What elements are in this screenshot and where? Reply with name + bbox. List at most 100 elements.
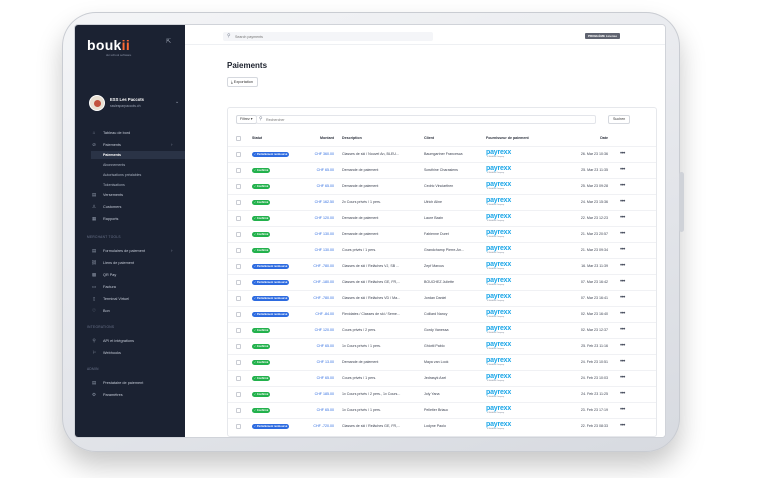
more-actions-icon[interactable]: ••• <box>620 407 625 413</box>
table-row[interactable]: ✓ Confirmé CHF 65.00 Demande de paiement Ce… <box>228 178 656 194</box>
external-link-icon[interactable]: ⇱ <box>166 39 172 45</box>
table-search-input[interactable] <box>266 116 586 123</box>
payment-amount[interactable]: CHF -84.00 <box>315 312 334 316</box>
export-button[interactable]: ⤓Exportation <box>227 77 258 87</box>
table-row[interactable]: ✓ Partiellement remboursé CHF -180.00 Clas… <box>228 274 656 290</box>
row-checkbox[interactable] <box>236 344 241 349</box>
more-actions-icon[interactable]: ••• <box>620 263 625 269</box>
sidebar-item-versements[interactable]: ▤ Versements <box>75 191 185 200</box>
more-actions-icon[interactable]: ••• <box>620 183 625 189</box>
table-row[interactable]: ✓ Confirmé CHF 185.00 1x Cours privés / 2 … <box>228 386 656 402</box>
table-row[interactable]: ✓ Partiellement remboursé CHF 360.00 Class… <box>228 146 656 162</box>
payment-amount[interactable]: CHF 130.00 <box>314 232 334 236</box>
header-amount[interactable]: Montant <box>320 136 334 140</box>
school-switcher[interactable]: ESS Les Paccots ssslesparpaccots.ch ⌄ <box>89 93 179 115</box>
header-date[interactable]: Date <box>600 136 608 140</box>
more-actions-icon[interactable]: ••• <box>620 343 625 349</box>
row-checkbox[interactable] <box>236 424 241 429</box>
payment-amount[interactable]: CHF 120.00 <box>314 216 334 220</box>
row-checkbox[interactable] <box>236 232 241 237</box>
sidebar-item-paiements[interactable]: ⊘ Paiements › <box>75 141 185 150</box>
row-checkbox[interactable] <box>236 200 241 205</box>
more-actions-icon[interactable]: ••• <box>620 167 625 173</box>
sidebar-item-param-tres[interactable]: ⚙ Paramètres <box>75 391 185 400</box>
sidebar-item-bon[interactable]: ♡ Bon <box>75 307 185 316</box>
row-checkbox[interactable] <box>236 376 241 381</box>
sidebar-item-rapports[interactable]: ▦ Rapports <box>75 215 185 224</box>
sidebar-item-terminal-virtuel[interactable]: ▯ Terminal Virtuel <box>75 295 185 304</box>
sidebar-item-prestataire-de-paiement[interactable]: ▤ Prestataire de paiement <box>75 379 185 388</box>
sidebar-item-formulaires-de-paiement[interactable]: ▤ Formulaires de paiement › <box>75 247 185 256</box>
payment-amount[interactable]: CHF -180.00 <box>313 280 334 284</box>
payment-amount[interactable]: CHF 65.00 <box>316 168 334 172</box>
sidebar-item-customers[interactable]: ♙ Customers <box>75 203 185 212</box>
table-row[interactable]: ✓ Partiellement remboursé CHF -84.00 Flexi… <box>228 306 656 322</box>
table-row[interactable]: ✓ Confirmé CHF 13.00 Demande de paiement Ma… <box>228 354 656 370</box>
table-row[interactable]: ✓ Confirmé CHF 65.00 1x Cours privés / 1 p… <box>228 338 656 354</box>
more-actions-icon[interactable]: ••• <box>620 359 625 365</box>
table-row[interactable]: ✓ Partiellement remboursé CHF -780.00 Clas… <box>228 258 656 274</box>
table-row[interactable]: ✓ Confirmé CHF 130.00 Cours privés / 1 per… <box>228 242 656 258</box>
row-checkbox[interactable] <box>236 280 241 285</box>
app-logo[interactable]: boukii <box>87 37 131 53</box>
sidebar-subitem-abonnements[interactable]: Abonnements <box>91 161 185 169</box>
find-button[interactable]: Suchen <box>608 115 631 124</box>
payment-amount[interactable]: CHF -780.00 <box>313 264 334 268</box>
payment-amount[interactable]: CHF 13.00 <box>316 360 334 364</box>
header-description[interactable]: Description <box>342 136 362 140</box>
payment-amount[interactable]: CHF -780.00 <box>313 296 334 300</box>
row-checkbox[interactable] <box>236 248 241 253</box>
table-row[interactable]: ✓ Confirmé CHF 65.00 Cours privés / 1 pers… <box>228 370 656 386</box>
sidebar-item-liens-de-paiement[interactable]: ⛓ Liens de paiement <box>75 259 185 268</box>
sidebar-subitem-tokenisations[interactable]: Tokenisations <box>91 181 185 189</box>
header-provider[interactable]: Fournisseur de paiement <box>486 136 529 140</box>
row-checkbox[interactable] <box>236 184 241 189</box>
payment-amount[interactable]: CHF 65.00 <box>316 344 334 348</box>
sidebar-item-factura[interactable]: ▭ Factura <box>75 283 185 292</box>
global-search[interactable]: ⚲ <box>223 32 433 41</box>
more-actions-icon[interactable]: ••• <box>620 247 625 253</box>
row-checkbox[interactable] <box>236 392 241 397</box>
header-client[interactable]: Client <box>424 136 434 140</box>
more-actions-icon[interactable]: ••• <box>620 311 625 317</box>
row-checkbox[interactable] <box>236 168 241 173</box>
payment-amount[interactable]: CHF 65.00 <box>316 184 334 188</box>
header-status[interactable]: Statut <box>252 136 263 140</box>
payment-amount[interactable]: CHF -720.00 <box>313 424 334 428</box>
row-checkbox[interactable] <box>236 152 241 157</box>
payment-amount[interactable]: CHF 162.50 <box>314 200 334 204</box>
payment-amount[interactable]: CHF 65.00 <box>316 376 334 380</box>
payment-amount[interactable]: CHF 130.00 <box>314 248 334 252</box>
sidebar-item-qr-pay[interactable]: ▩ QR Pay <box>75 271 185 280</box>
row-checkbox[interactable] <box>236 328 241 333</box>
row-checkbox[interactable] <box>236 408 241 413</box>
row-checkbox[interactable] <box>236 296 241 301</box>
table-row[interactable]: ✓ Confirmé CHF 120.00 Demande de paiement L… <box>228 210 656 226</box>
table-row[interactable]: ✓ Confirmé CHF 65.00 1x Cours privés / 1 p… <box>228 402 656 418</box>
sidebar-item-api-et-int-grations[interactable]: ⚲ API et intégrations <box>75 337 185 346</box>
more-actions-icon[interactable]: ••• <box>620 295 625 301</box>
row-checkbox[interactable] <box>236 360 241 365</box>
more-actions-icon[interactable]: ••• <box>620 279 625 285</box>
more-actions-icon[interactable]: ••• <box>620 231 625 237</box>
more-actions-icon[interactable]: ••• <box>620 215 625 221</box>
payment-amount[interactable]: CHF 185.00 <box>314 392 334 396</box>
row-checkbox[interactable] <box>236 312 241 317</box>
row-checkbox[interactable] <box>236 216 241 221</box>
table-search[interactable]: ⚲ <box>256 115 596 124</box>
more-actions-icon[interactable]: ••• <box>620 391 625 397</box>
more-actions-icon[interactable]: ••• <box>620 151 625 157</box>
table-row[interactable]: ✓ Confirmé CHF 162.50 2x Cours privés / 1 … <box>228 194 656 210</box>
filter-button[interactable]: Filtrez ▾ <box>236 115 257 124</box>
payment-amount[interactable]: CHF 360.00 <box>314 152 334 156</box>
select-all-checkbox[interactable] <box>236 136 241 141</box>
payment-amount[interactable]: CHF 120.00 <box>314 328 334 332</box>
sidebar-subitem-paiements[interactable]: Paiements <box>91 151 185 159</box>
more-actions-icon[interactable]: ••• <box>620 199 625 205</box>
more-actions-icon[interactable]: ••• <box>620 423 625 429</box>
more-actions-icon[interactable]: ••• <box>620 375 625 381</box>
table-row[interactable]: ✓ Partiellement remboursé CHF -720.00 Clas… <box>228 418 656 434</box>
table-row[interactable]: ✓ Confirmé CHF 130.00 Demande de paiement F… <box>228 226 656 242</box>
table-row[interactable]: ✓ Partiellement remboursé CHF -780.00 Clas… <box>228 290 656 306</box>
row-checkbox[interactable] <box>236 264 241 269</box>
